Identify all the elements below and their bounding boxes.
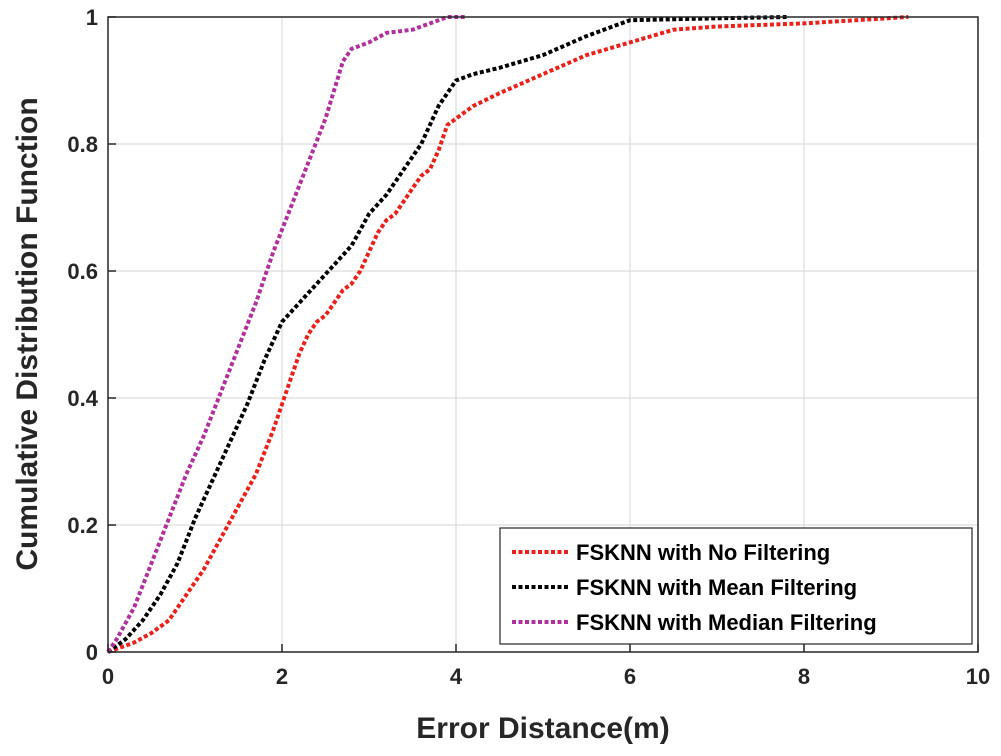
y-axis-label: Cumulative Distribution Function	[11, 97, 44, 570]
x-tick-label: 0	[102, 664, 114, 689]
x-tick-label: 10	[966, 664, 990, 689]
y-tick-label: 0.4	[67, 386, 98, 411]
y-tick-label: 0	[86, 640, 98, 665]
x-tick-label: 4	[450, 664, 463, 689]
x-axis-label: Error Distance(m)	[416, 712, 669, 745]
x-tick-label: 8	[798, 664, 810, 689]
y-tick-label: 1	[86, 5, 98, 30]
legend-label-2: FSKNN with Mean Filtering	[576, 575, 857, 600]
x-axis-ticks: 0 2 4 6 8 10	[102, 644, 990, 689]
legend-label-1: FSKNN with No Filtering	[576, 540, 830, 565]
series-line-1	[107, 15, 909, 654]
y-tick-label: 0.8	[67, 132, 98, 157]
series-group	[106, 15, 909, 654]
legend-label-3: FSKNN with Median Filtering	[576, 610, 877, 635]
y-tick-label: 0.2	[67, 513, 98, 538]
legend: FSKNN with No Filtering FSKNN with Mean F…	[499, 527, 973, 645]
y-axis-ticks: 0 0.2 0.4 0.6 0.8 1	[67, 5, 116, 665]
series-line-2	[106, 15, 787, 654]
legend-box	[499, 527, 973, 645]
grid-lines	[108, 17, 978, 652]
y-tick-label: 0.6	[67, 259, 98, 284]
plot-frame	[107, 16, 979, 653]
series-line-3	[106, 15, 465, 654]
x-tick-label: 6	[624, 664, 636, 689]
x-tick-label: 2	[276, 664, 288, 689]
